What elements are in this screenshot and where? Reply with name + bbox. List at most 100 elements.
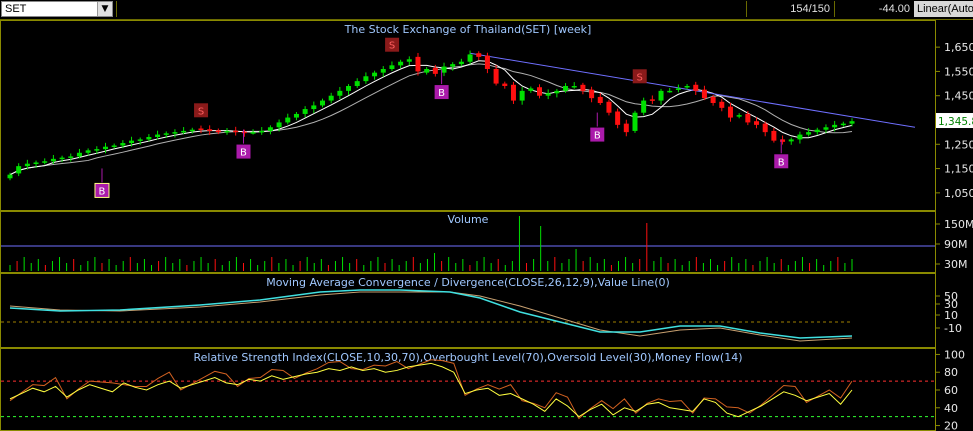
candle-body — [42, 161, 48, 163]
candle-body — [155, 134, 161, 137]
candle-body — [554, 90, 560, 94]
candle-body — [207, 129, 213, 131]
candle-body — [510, 84, 516, 101]
candle-body — [667, 90, 673, 93]
volume-tick-label: 30M — [944, 258, 968, 271]
macd-tick-label: 10 — [944, 309, 958, 322]
buy-signal-marker — [590, 127, 605, 142]
candle-body — [623, 123, 629, 133]
candle-body — [50, 158, 56, 162]
candle-body — [493, 69, 499, 84]
price-panel: B B B B B S S S — [7, 37, 916, 198]
candle-body — [632, 112, 638, 131]
candle-body — [424, 69, 430, 73]
last-price-label: 1,345.8 — [938, 116, 973, 128]
candle-body — [563, 86, 569, 91]
candle-body — [684, 86, 690, 88]
symbol-combo[interactable]: SET ▼ — [1, 1, 113, 17]
candle-body — [7, 174, 13, 179]
candle-body — [181, 130, 187, 133]
candle-body — [372, 72, 378, 77]
candle-body — [33, 162, 39, 164]
rsi-tick-label: 80 — [944, 366, 958, 379]
candle-body — [146, 137, 152, 140]
candle-body — [441, 66, 447, 73]
candle-body — [606, 101, 612, 113]
volume-panel-title: Volume — [448, 213, 489, 226]
candle-body — [727, 106, 733, 118]
candle-body — [832, 124, 838, 128]
candle-body — [24, 163, 30, 167]
sell-signal-marker — [194, 103, 209, 118]
symbol-value: SET — [5, 3, 27, 15]
candle-body — [120, 143, 126, 146]
candle-body — [102, 146, 108, 150]
candle-body — [502, 83, 508, 86]
candle-body — [745, 113, 751, 123]
sell-signal-label: S — [389, 41, 395, 52]
macd-tick-label: -10 — [944, 322, 962, 335]
candle-body — [467, 54, 473, 62]
candle-body — [302, 109, 308, 114]
candle-body — [710, 96, 716, 103]
candle-body — [476, 53, 482, 57]
candle-body — [363, 76, 369, 82]
toolbar-blank — [116, 1, 746, 17]
chevron-down-icon[interactable]: ▼ — [97, 2, 112, 16]
candle-body — [693, 84, 699, 91]
candle-body — [250, 132, 256, 134]
candle-body — [649, 99, 655, 101]
sell-signal-label: S — [198, 106, 204, 117]
buy-signal-marker — [94, 182, 110, 198]
volume-tick-label: 90M — [944, 238, 968, 251]
scale-mode-button[interactable]: Linear(Auto — [914, 1, 973, 17]
macd-line — [9, 289, 853, 339]
candle-body — [406, 59, 412, 62]
price-tick-label: 1,250 — [944, 138, 973, 151]
buy-signal-label: B — [240, 148, 247, 159]
candle-body — [675, 88, 681, 90]
price-tick-label: 1,650 — [944, 41, 973, 54]
candle-body — [528, 88, 534, 91]
candle-body — [224, 130, 230, 133]
money-flow-line — [9, 359, 853, 420]
rsi-line — [9, 362, 853, 418]
candle-body — [545, 93, 551, 96]
bar-counter: 154/150 — [746, 1, 834, 17]
candle-body — [432, 67, 438, 74]
ma-fast-line — [9, 60, 853, 176]
candle-body — [849, 121, 855, 124]
toolbar: SET ▼ 154/150 -44.00 Linear(Auto — [0, 0, 973, 20]
candle-body — [484, 55, 490, 69]
buy-signal-label: B — [594, 131, 601, 142]
candle-body — [267, 127, 273, 131]
candle-body — [68, 156, 74, 158]
candle-body — [458, 61, 464, 65]
candle-body — [198, 128, 204, 130]
rsi-tick-label: 100 — [944, 348, 965, 361]
candle-body — [137, 139, 143, 141]
candle-body — [189, 129, 195, 132]
macd-signal-line — [9, 291, 853, 342]
candle-body — [94, 149, 100, 151]
candle-body — [241, 131, 247, 134]
price-change: -44.00 — [834, 1, 914, 17]
candle-body — [328, 95, 334, 101]
candle-body — [814, 129, 820, 133]
buy-signal-marker — [774, 154, 789, 169]
candle-body — [450, 64, 456, 67]
rsi-panel — [1, 359, 935, 420]
candle-body — [346, 86, 352, 91]
ma-slow-line — [9, 63, 853, 176]
buy-signal-marker — [236, 144, 251, 159]
candle-body — [76, 152, 82, 157]
candle-body — [16, 166, 22, 174]
candle-body — [398, 61, 404, 66]
candle-body — [797, 134, 803, 140]
candle-body — [519, 90, 525, 101]
volume-panel — [1, 216, 935, 271]
price-tick-label: 1,450 — [944, 90, 973, 103]
price-panel-title: The Stock Exchange of Thailand(SET) [wee… — [344, 23, 592, 36]
candle-body — [85, 150, 91, 153]
